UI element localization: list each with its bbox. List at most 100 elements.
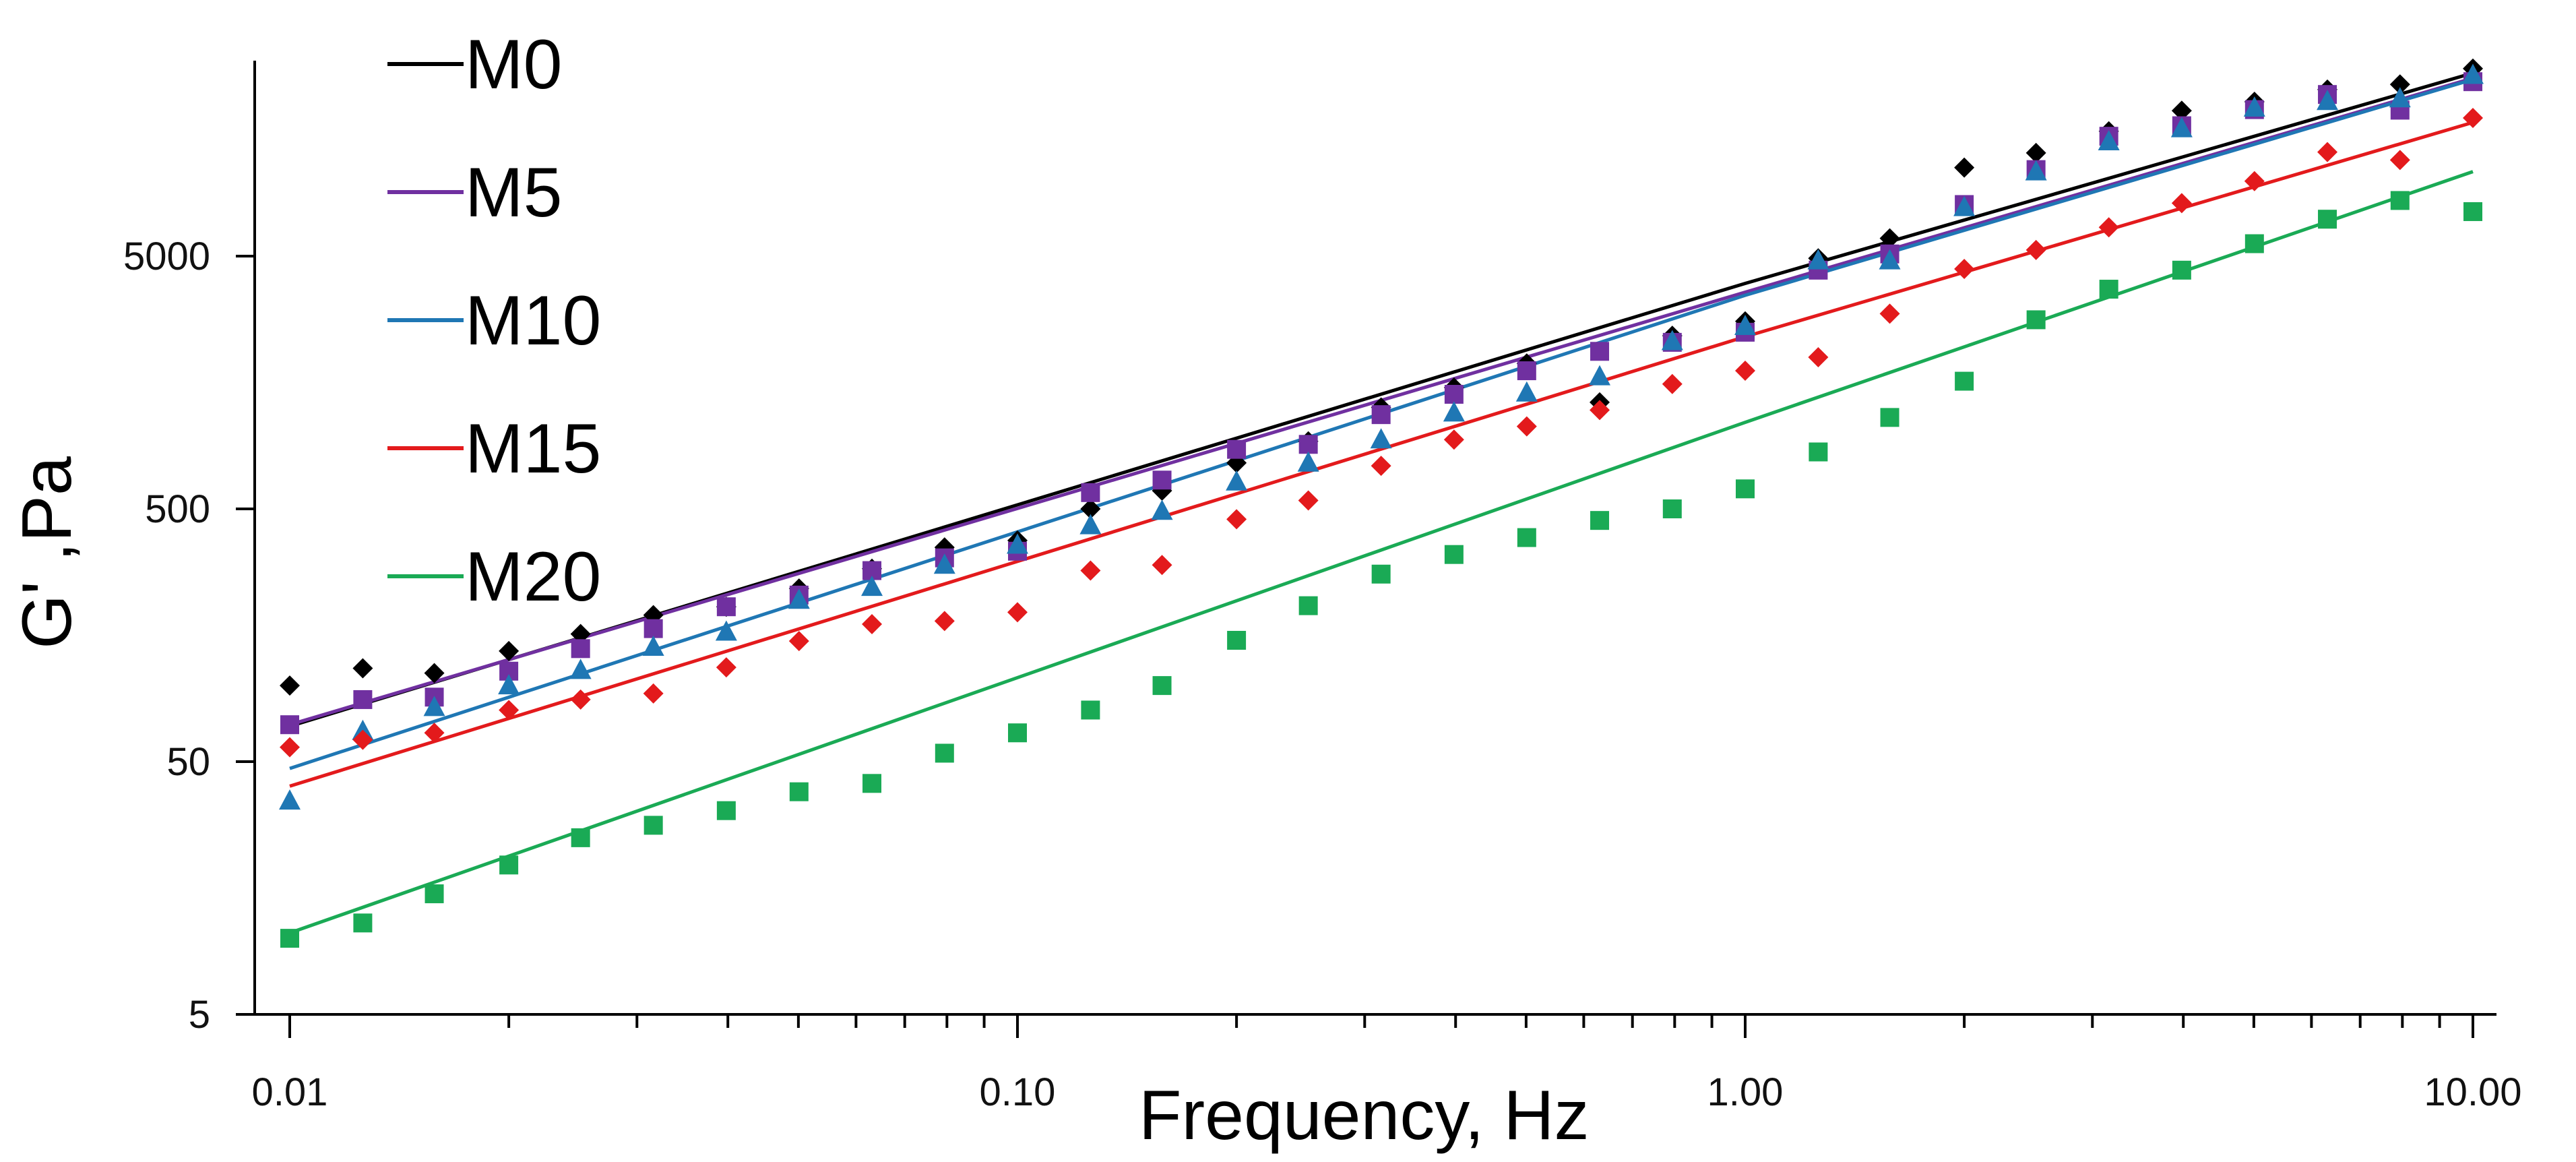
data-point-m10 (279, 789, 301, 810)
data-point-m15 (2098, 217, 2119, 238)
data-point-m20 (2390, 191, 2410, 210)
data-point-m20 (2026, 310, 2046, 330)
data-point-m15 (716, 657, 736, 678)
data-point-m10 (2098, 130, 2120, 151)
data-point-m5 (1444, 385, 1464, 404)
ticks: 0.01 0.10 1.00 10.00 5 50 500 5000 (123, 235, 2522, 1114)
data-point-m15 (2463, 108, 2483, 129)
y-axis-title: G' ,Pa (8, 456, 86, 649)
data-point-m10 (2389, 87, 2411, 108)
data-point-m15 (862, 613, 883, 634)
data-point-m10 (1515, 381, 1538, 402)
legend-label-m20: M20 (465, 538, 601, 616)
data-point-m20 (935, 743, 954, 763)
data-point-m15 (499, 700, 520, 721)
data-point-m15 (1298, 490, 1319, 511)
data-point-m20 (2099, 280, 2118, 299)
y-tick-label: 500 (145, 487, 210, 531)
data-point-m10 (423, 696, 445, 716)
data-point-m10 (2243, 96, 2265, 117)
data-point-m10 (498, 674, 520, 695)
data-point-m15 (1954, 258, 1975, 279)
data-point-m5 (1517, 361, 1536, 381)
data-point-m20 (1517, 528, 1536, 547)
data-point-m20 (1371, 564, 1391, 584)
data-point-m5 (1590, 342, 1610, 361)
data-point-m15 (2025, 239, 2046, 260)
data-point-m20 (1008, 723, 1027, 743)
data-point-m20 (1955, 371, 1974, 391)
data-point-m15 (2171, 193, 2192, 214)
data-point-m0 (424, 663, 445, 683)
fit-line-m15 (289, 121, 2474, 788)
data-point-m15 (424, 723, 445, 743)
data-point-m0 (1954, 157, 1975, 178)
data-point-m15 (1879, 303, 1900, 324)
data-point-m15 (788, 631, 809, 652)
data-point-m10 (788, 588, 810, 609)
data-point-m10 (1297, 451, 1319, 472)
data-point-m10 (1807, 249, 1829, 270)
data-point-m15 (1443, 429, 1464, 450)
data-point-m15 (280, 737, 300, 758)
legend: M0 M5 M10 M15 M20 (387, 26, 601, 616)
data-point-m20 (1227, 630, 1247, 650)
data-point-m10 (1151, 499, 1173, 520)
data-points (279, 58, 2484, 948)
data-point-m10 (1661, 330, 1683, 350)
legend-label-m15: M15 (465, 410, 601, 488)
data-point-m15 (643, 683, 664, 704)
data-point-m0 (499, 640, 520, 661)
data-point-m20 (571, 828, 590, 847)
data-point-m20 (643, 816, 663, 835)
data-point-m20 (2172, 260, 2191, 280)
data-point-m20 (789, 782, 809, 801)
data-point-m20 (1809, 442, 1828, 462)
x-tick-label: 0.10 (980, 1070, 1056, 1114)
data-point-m15 (352, 729, 373, 750)
data-point-m15 (1662, 373, 1683, 394)
data-point-m10 (1953, 195, 1976, 216)
data-point-m10 (2170, 117, 2193, 137)
data-point-m10 (1370, 428, 1392, 449)
data-point-m5 (1227, 439, 1247, 459)
data-point-m15 (1371, 456, 1391, 477)
data-point-m10 (2025, 160, 2047, 181)
legend-label-m0: M0 (465, 26, 562, 104)
data-point-m15 (570, 689, 591, 710)
data-point-m10 (1443, 401, 1465, 422)
data-point-m5 (280, 715, 299, 735)
data-point-m5 (643, 619, 663, 638)
data-point-m15 (1007, 602, 1028, 623)
data-point-m15 (1735, 361, 1755, 381)
fit-line-m5 (289, 76, 2474, 727)
data-point-m20 (1590, 511, 1610, 530)
data-point-m20 (353, 913, 373, 933)
data-point-m20 (1880, 408, 1899, 427)
data-point-m0 (352, 658, 373, 679)
data-point-m5 (716, 597, 736, 617)
data-point-m10 (1226, 470, 1248, 491)
legend-label-m5: M5 (465, 154, 562, 232)
x-tick-label: 1.00 (1707, 1070, 1784, 1114)
data-point-m0 (2389, 74, 2410, 95)
data-point-m0 (2171, 100, 2192, 121)
fit-line-m20 (289, 170, 2474, 935)
data-point-m20 (1298, 596, 1318, 615)
data-point-m20 (1444, 545, 1464, 564)
data-point-m15 (1080, 560, 1101, 581)
data-point-m20 (1081, 700, 1100, 720)
data-point-m15 (1590, 400, 1610, 421)
data-point-m20 (425, 884, 444, 904)
data-point-m5 (1152, 470, 1172, 490)
data-point-m10 (2317, 90, 2339, 111)
data-point-m20 (1662, 499, 1682, 518)
data-point-m20 (1152, 676, 1172, 696)
data-point-m10 (933, 553, 955, 574)
data-point-m10 (642, 636, 664, 656)
data-point-m20 (716, 801, 736, 820)
data-point-m10 (1879, 249, 1901, 270)
data-point-m5 (1081, 483, 1100, 502)
y-tick-label: 5 (189, 993, 210, 1037)
